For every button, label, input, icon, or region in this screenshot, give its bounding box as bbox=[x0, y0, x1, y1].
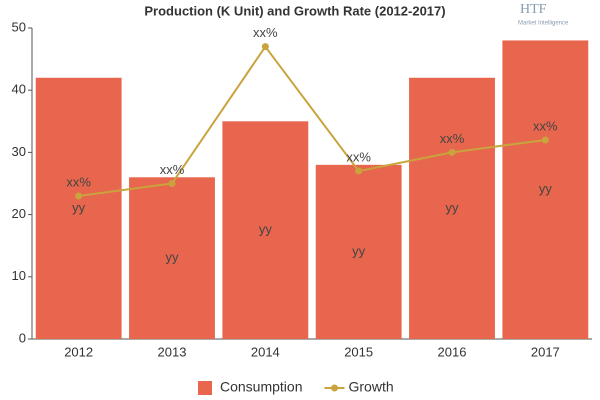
line-point bbox=[448, 148, 456, 156]
x-tick-label: 2017 bbox=[531, 344, 560, 359]
line-label: xx% bbox=[66, 174, 91, 189]
bar-label: yy bbox=[259, 222, 273, 237]
x-tick-label: 2013 bbox=[158, 344, 187, 359]
line-point bbox=[168, 180, 176, 187]
line-point bbox=[541, 136, 549, 144]
bar-label: yy bbox=[72, 200, 86, 215]
line-point bbox=[355, 167, 363, 175]
y-tick-label: 50 bbox=[12, 19, 26, 34]
line-label: xx% bbox=[346, 149, 371, 164]
legend-label: Consumption bbox=[220, 379, 303, 395]
line-point bbox=[261, 43, 269, 51]
chart-title: Production (K Unit) and Growth Rate (201… bbox=[144, 3, 445, 18]
bar-label: yy bbox=[539, 181, 553, 196]
line-label: xx% bbox=[533, 118, 558, 133]
y-tick-label: 40 bbox=[12, 82, 26, 97]
y-tick-label: 30 bbox=[12, 144, 26, 159]
legend-swatch bbox=[198, 381, 212, 395]
bar-label: yy bbox=[446, 200, 460, 215]
x-tick-label: 2016 bbox=[438, 344, 467, 359]
legend-swatch bbox=[331, 384, 338, 392]
line-label: xx% bbox=[160, 162, 185, 177]
bar bbox=[502, 40, 589, 339]
bar-label: yy bbox=[352, 243, 366, 258]
line-label: xx% bbox=[440, 131, 465, 146]
logo: HTF bbox=[520, 2, 547, 17]
bar bbox=[222, 121, 309, 339]
legend-label: Growth bbox=[349, 379, 394, 395]
bar-label: yy bbox=[166, 250, 180, 265]
line-point bbox=[75, 192, 83, 200]
x-tick-label: 2014 bbox=[251, 344, 280, 359]
bar bbox=[35, 77, 122, 339]
logo-subtitle: Market Intelligence bbox=[518, 21, 569, 27]
bar bbox=[409, 77, 495, 339]
line bbox=[78, 44, 546, 197]
bar bbox=[315, 164, 402, 339]
bar bbox=[129, 177, 215, 339]
y-tick-label: 10 bbox=[12, 268, 26, 283]
y-tick-label: 20 bbox=[12, 206, 26, 221]
x-tick-label: 2012 bbox=[64, 344, 93, 359]
x-tick-label: 2015 bbox=[344, 344, 373, 359]
line-label: xx% bbox=[253, 25, 278, 40]
y-tick-label: 0 bbox=[19, 330, 26, 345]
